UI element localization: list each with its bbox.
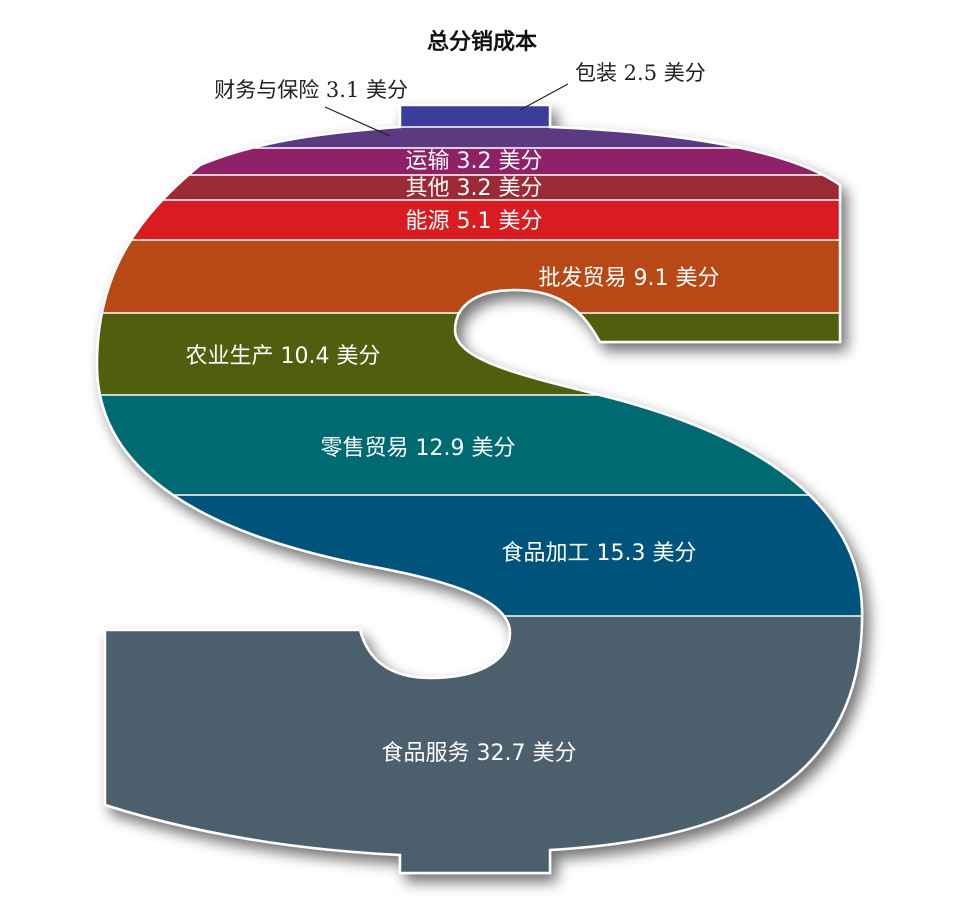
band-批发贸易: [97, 240, 863, 313]
band-label: 批发贸易 9.1 美分: [539, 266, 720, 291]
band-label: 其他 3.2 美分: [406, 176, 543, 201]
callout-leader-line: [519, 83, 569, 111]
band-label: 能源 5.1 美分: [406, 209, 543, 234]
band-label: 零售贸易 12.9 美分: [321, 436, 516, 461]
band-其他: [97, 175, 863, 200]
band-能源: [97, 200, 863, 240]
dollar-sign-outline: [95, 103, 864, 875]
band-label: 食品服务 32.7 美分: [382, 741, 577, 766]
callout-label: 包装 2.5 美分: [575, 61, 706, 85]
callout-leader-line: [324, 106, 391, 137]
band-label: 食品加工 15.3 美分: [502, 541, 697, 566]
band-包装: [400, 105, 550, 127]
callout-label: 财务与保险 3.1 美分: [214, 78, 408, 102]
band-label: 运输 3.2 美分: [406, 149, 543, 174]
band-财务与保险: [97, 127, 863, 148]
chart-title: 总分销成本: [427, 29, 537, 55]
band-label: 农业生产 10.4 美分: [186, 344, 381, 369]
